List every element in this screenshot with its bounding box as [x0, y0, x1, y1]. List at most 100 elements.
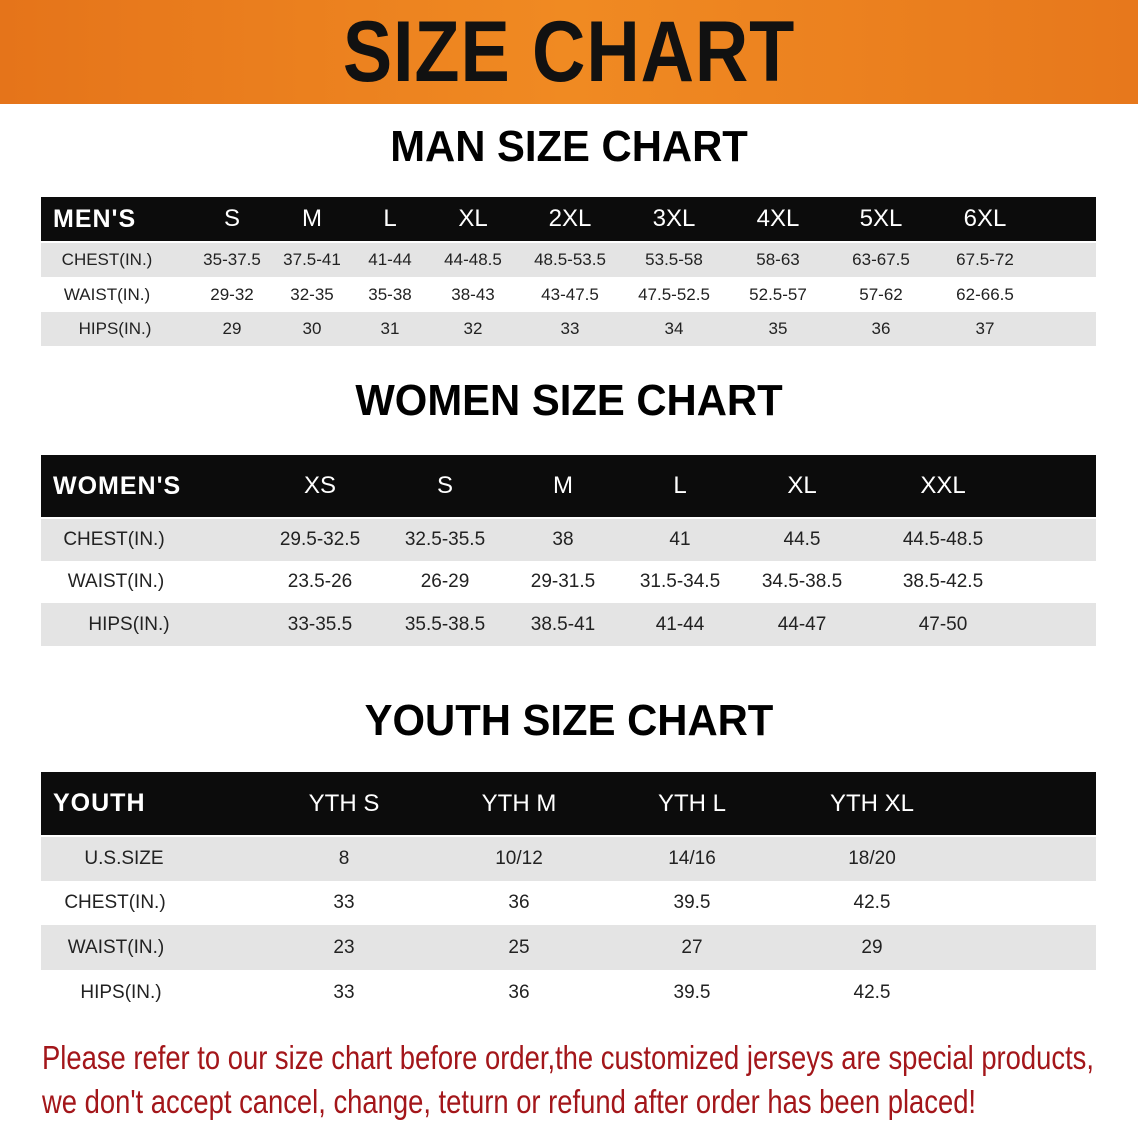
note-line-2: we don't accept cancel, change, teturn o…: [42, 1083, 977, 1120]
table-row: CHEST(IN.) 35-37.5 37.5-41 41-44 44-48.5 48.5…: [41, 243, 1096, 277]
men-header-row: MEN'S S M L XL 2XL 3XL 4XL 5XL 6XL: [41, 197, 1096, 241]
table-cell: 33: [560, 319, 580, 338]
size-header-cell: XXL: [920, 472, 966, 499]
table-cell: 29: [222, 319, 242, 338]
table-cell: 23: [333, 936, 355, 958]
youth-section-title: YOUTH SIZE CHART: [364, 696, 774, 745]
table-cell: 32.5-35.5: [404, 529, 486, 550]
size-header-cell: 4XL: [756, 205, 800, 232]
table-row: HIPS(IN.) 29 30 31 32 33 34 35 36 37: [41, 312, 1096, 346]
row-label: HIPS(IN.): [88, 613, 170, 635]
table-cell: 48.5-53.5: [534, 250, 606, 269]
table-cell: 44.5-48.5: [902, 529, 984, 550]
size-header-cell: YTH S: [308, 789, 380, 817]
table-cell: 33-35.5: [287, 613, 353, 635]
table-cell: 29.5-32.5: [279, 529, 361, 550]
size-header-cell: M: [302, 205, 322, 232]
table-cell: 63-67.5: [852, 250, 910, 269]
youth-size-table: YOUTH YTH S YTH M YTH L YTH XL U.S.SIZE 8 10/12…: [41, 772, 1096, 1015]
row-label: CHEST(IN.): [63, 529, 165, 550]
men-section-title: MAN SIZE CHART: [390, 122, 748, 171]
row-label: CHEST(IN.): [64, 892, 166, 913]
table-cell: 18/20: [848, 848, 896, 869]
table-cell: 25: [508, 936, 530, 958]
table-row: WAIST(IN.) 29-32 32-35 35-38 38-43 43-47.5 47.…: [41, 277, 1096, 312]
table-cell: 29: [861, 936, 883, 958]
table-cell: 42.5: [853, 981, 891, 1003]
table-cell: 14/16: [668, 848, 716, 869]
women-size-table: WOMEN'S XS S M L XL XXL CHEST(IN.) 29.5-32.5 32.5…: [41, 455, 1096, 646]
table-cell: 41: [669, 529, 691, 550]
table-row: WAIST(IN.) 23 25 27 29: [41, 925, 1096, 970]
women-section-title: WOMEN SIZE CHART: [355, 376, 783, 425]
row-label: WAIST(IN.): [67, 936, 165, 958]
table-cell: 38: [552, 529, 574, 550]
table-row: HIPS(IN.) 33 36 39.5 42.5: [41, 970, 1096, 1015]
note-line-1: Please refer to our size chart before or…: [42, 1039, 1094, 1076]
table-cell: 29-32: [210, 284, 254, 304]
table-cell: 41-44: [655, 613, 705, 635]
table-cell: 35-38: [368, 284, 412, 304]
size-header-cell: XS: [303, 472, 337, 499]
table-cell: 58-63: [756, 250, 800, 269]
table-cell: 43-47.5: [541, 284, 599, 304]
table-cell: 35.5-38.5: [404, 613, 486, 635]
row-label: CHEST(IN.): [61, 250, 153, 269]
banner-title: SIZE CHART: [342, 4, 796, 100]
size-header-cell: L: [673, 472, 687, 499]
table-cell: 26-29: [420, 571, 470, 592]
table-cell: 37: [975, 319, 995, 338]
table-cell: 29-31.5: [530, 571, 596, 592]
table-cell: 36: [871, 319, 891, 338]
row-label: HIPS(IN.): [78, 319, 152, 338]
men-size-table: MEN'S S M L XL 2XL 3XL 4XL 5XL 6XL CHEST(IN.) 35-37…: [41, 197, 1096, 346]
table-cell: 33: [333, 981, 355, 1003]
table-cell: 10/12: [495, 848, 543, 869]
size-header-cell: M: [553, 472, 573, 499]
table-cell: 38.5-42.5: [902, 571, 984, 592]
row-label: HIPS(IN.): [80, 981, 162, 1003]
table-row: CHEST(IN.) 29.5-32.5 32.5-35.5 38 41 44.5 44.5…: [41, 519, 1096, 561]
size-header-cell: S: [436, 472, 454, 499]
table-cell: 32-35: [290, 284, 334, 304]
table-cell: 44-48.5: [444, 250, 502, 269]
table-cell: 47-50: [918, 613, 968, 635]
table-row: U.S.SIZE 8 10/12 14/16 18/20: [41, 837, 1096, 881]
table-cell: 36: [508, 981, 530, 1003]
table-cell: 67.5-72: [956, 250, 1014, 269]
size-header-cell: 6XL: [963, 205, 1007, 232]
table-cell: 30: [302, 319, 322, 338]
youth-header-row: YOUTH YTH S YTH M YTH L YTH XL: [41, 772, 1096, 835]
size-header-cell: L: [383, 205, 397, 232]
size-header-cell: S: [223, 205, 241, 232]
size-header-cell: 5XL: [859, 205, 903, 232]
table-cell: 39.5: [673, 981, 711, 1003]
size-header-cell: 3XL: [652, 205, 696, 232]
table-cell: 39.5: [673, 892, 711, 913]
order-policy-note: Please refer to our size chart before or…: [42, 1036, 1138, 1124]
women-header-row: WOMEN'S XS S M L XL XXL: [41, 455, 1096, 517]
table-row: HIPS(IN.) 33-35.5 35.5-38.5 38.5-41 41-44 44-…: [41, 603, 1096, 646]
size-header-cell: XL: [458, 205, 488, 232]
table-cell: 37.5-41: [283, 250, 341, 269]
size-header-cell: XL: [787, 472, 817, 499]
table-cell: 35: [768, 319, 788, 338]
row-label: WAIST(IN.): [67, 571, 165, 592]
youth-table-heading: YOUTH: [53, 789, 146, 817]
size-header-cell: YTH L: [657, 789, 727, 817]
table-row: WAIST(IN.) 23.5-26 26-29 29-31.5 31.5-34.5 34…: [41, 561, 1096, 603]
row-label: WAIST(IN.): [63, 284, 151, 304]
table-cell: 47.5-52.5: [638, 284, 710, 304]
row-label: U.S.SIZE: [84, 848, 164, 869]
table-cell: 34.5-38.5: [761, 571, 843, 592]
table-cell: 53.5-58: [645, 250, 703, 269]
table-cell: 57-62: [859, 284, 903, 304]
table-cell: 38.5-41: [530, 613, 596, 635]
table-cell: 31.5-34.5: [639, 571, 721, 592]
table-cell: 32: [463, 319, 483, 338]
table-cell: 44-47: [777, 613, 827, 635]
table-cell: 38-43: [451, 284, 495, 304]
table-cell: 8: [338, 848, 350, 869]
table-cell: 62-66.5: [956, 284, 1014, 304]
size-header-cell: YTH XL: [829, 789, 915, 817]
